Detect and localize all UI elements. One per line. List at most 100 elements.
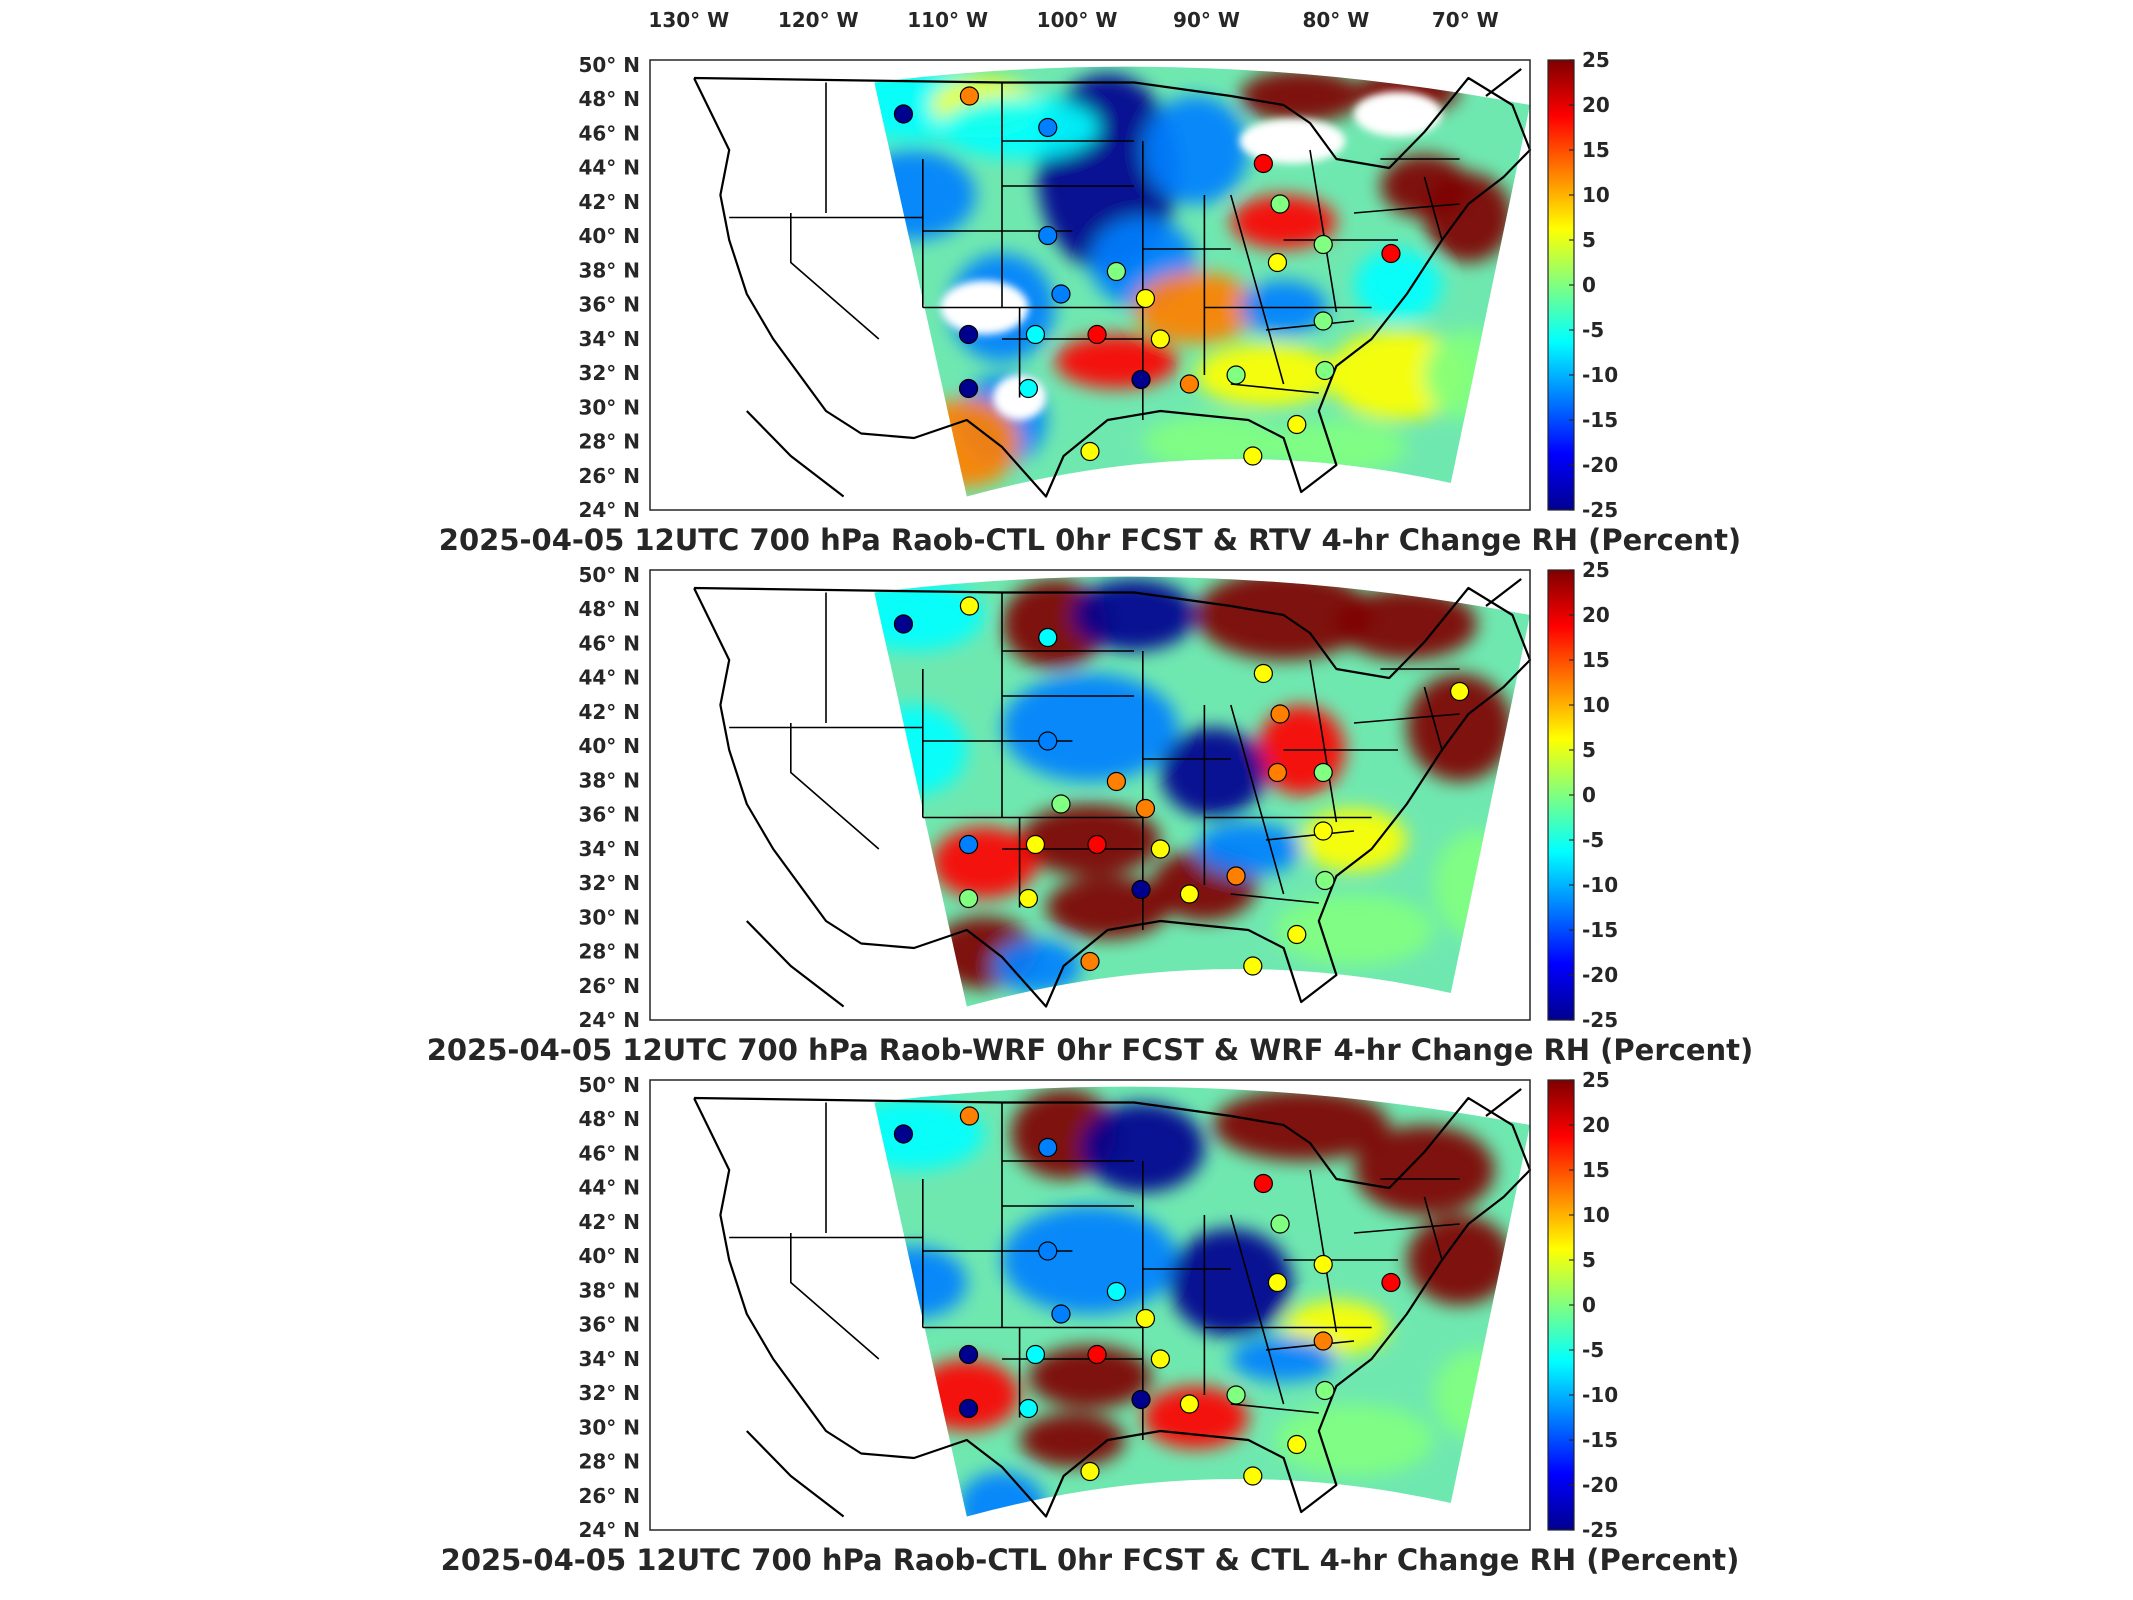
lat-tick-label: 40° N bbox=[578, 224, 640, 248]
field-patch bbox=[1239, 69, 1363, 123]
raob-station-marker bbox=[1381, 1272, 1401, 1293]
missing-data-patch bbox=[1239, 118, 1346, 164]
raob-station-marker bbox=[959, 596, 980, 616]
raob-station-marker bbox=[1253, 663, 1273, 684]
field-patch bbox=[1002, 673, 1178, 782]
lat-tick-label: 26° N bbox=[578, 974, 640, 998]
raob-station-marker bbox=[1243, 446, 1263, 466]
lat-tick-label: 48° N bbox=[578, 87, 640, 111]
latitude-axis: 50° N 48° N 46° N 44° N 42° N 40° N 38° N 36° N… bbox=[578, 53, 640, 522]
lat-tick-label: 42° N bbox=[578, 700, 640, 724]
field-patch bbox=[1266, 420, 1407, 474]
state-border bbox=[1230, 383, 1319, 394]
field-patch bbox=[1169, 1228, 1293, 1337]
raob-station-marker bbox=[1135, 1308, 1156, 1329]
colorbar-tick-label: -15 bbox=[1582, 408, 1618, 432]
map-frame bbox=[649, 59, 1531, 511]
lat-tick-label: 26° N bbox=[578, 1484, 640, 1508]
colorbar-tick-label: 15 bbox=[1582, 138, 1610, 162]
raob-station-marker bbox=[1315, 360, 1335, 381]
lat-tick-label: 30° N bbox=[578, 905, 640, 929]
raob-station-marker bbox=[1025, 1344, 1046, 1365]
lat-tick-label: 48° N bbox=[578, 1107, 640, 1131]
coastline bbox=[693, 1096, 1532, 1518]
raob-station-marker bbox=[1381, 243, 1401, 264]
raob-station-marker bbox=[958, 378, 979, 399]
raob-stations bbox=[893, 596, 1470, 976]
field-patch bbox=[1354, 249, 1442, 321]
colorbar-tick-label: 0 bbox=[1582, 783, 1596, 807]
raob-station-marker bbox=[1179, 374, 1200, 394]
raob-station-marker bbox=[1051, 794, 1071, 814]
raob-station-marker bbox=[1287, 924, 1307, 945]
lat-tick-label: 40° N bbox=[578, 734, 640, 758]
field-patch bbox=[1230, 195, 1337, 249]
field-patch bbox=[1336, 588, 1478, 660]
state-border bbox=[1423, 686, 1443, 751]
canada-coastline bbox=[1485, 68, 1522, 97]
field-patch bbox=[1424, 172, 1513, 263]
raob-station-marker bbox=[1131, 879, 1151, 900]
raob-station-marker bbox=[1243, 956, 1263, 976]
lat-tick-label: 28° N bbox=[578, 1450, 640, 1474]
raob-station-marker bbox=[1080, 1461, 1100, 1482]
coastline bbox=[693, 586, 1532, 1008]
lat-tick-label: 44° N bbox=[578, 1176, 640, 1200]
lat-tick-label: 42° N bbox=[578, 1210, 640, 1234]
colorbar-tick-label: -20 bbox=[1582, 1473, 1618, 1497]
raob-station-marker bbox=[1313, 311, 1333, 331]
raob-station-marker bbox=[1315, 870, 1335, 891]
lat-tick-label: 38° N bbox=[578, 768, 640, 792]
missing-data-patch bbox=[1354, 91, 1442, 137]
state-border bbox=[1265, 320, 1355, 331]
lat-tick-label: 48° N bbox=[578, 597, 640, 621]
colorbar-tick-label: -5 bbox=[1582, 318, 1604, 342]
colorbar-gradient bbox=[1547, 1079, 1575, 1531]
lat-tick-label: 32° N bbox=[578, 361, 640, 385]
state-border bbox=[1309, 1169, 1338, 1333]
raob-station-marker bbox=[958, 888, 979, 909]
lat-tick-label: 46° N bbox=[578, 1141, 640, 1165]
lat-tick-label: 34° N bbox=[578, 1347, 640, 1371]
colorbar-tick-label: -10 bbox=[1582, 1383, 1618, 1407]
colorbar-tick-label: -20 bbox=[1582, 453, 1618, 477]
baja-coastline bbox=[746, 1430, 845, 1518]
field-patch bbox=[1142, 96, 1249, 204]
lat-tick-label: 44° N bbox=[578, 666, 640, 690]
raob-station-marker bbox=[1226, 1385, 1246, 1405]
raob-station-marker bbox=[1018, 378, 1039, 399]
state-border bbox=[1230, 704, 1285, 895]
lat-tick-label: 36° N bbox=[578, 293, 640, 317]
raob-station-marker bbox=[959, 1106, 980, 1126]
lat-tick-label: 50° N bbox=[578, 53, 640, 77]
field-patch bbox=[1002, 1206, 1178, 1314]
colorbar-tick-label: 10 bbox=[1582, 1203, 1610, 1227]
lat-tick-label: 36° N bbox=[578, 803, 640, 827]
lat-tick-label: 38° N bbox=[578, 258, 640, 282]
colorbar-tick-label: -15 bbox=[1582, 1428, 1618, 1452]
map-frame bbox=[649, 1079, 1531, 1531]
lat-tick-label: 50° N bbox=[578, 563, 640, 587]
raob-station-marker bbox=[1038, 1241, 1058, 1261]
raob-station-marker bbox=[1135, 288, 1156, 309]
state-border bbox=[1265, 830, 1355, 841]
lat-tick-label: 44° N bbox=[578, 156, 640, 180]
raob-station-marker bbox=[1270, 704, 1290, 724]
raob-stations bbox=[893, 1106, 1401, 1486]
raob-station-marker bbox=[1315, 1380, 1335, 1401]
lat-tick-label: 24° N bbox=[578, 1008, 640, 1032]
map-boundaries bbox=[693, 578, 1532, 1008]
lat-tick-label: 24° N bbox=[578, 498, 640, 522]
raob-station-marker bbox=[1313, 234, 1333, 255]
lat-tick-label: 26° N bbox=[578, 464, 640, 488]
raob-station-marker bbox=[1080, 951, 1100, 972]
map-boundaries bbox=[693, 1088, 1532, 1518]
colorbar-tick-label: 5 bbox=[1582, 228, 1596, 252]
raob-station-marker bbox=[1226, 365, 1246, 385]
panel-title: 2025-04-05 12UTC 700 hPa Raob-WRF 0hr FC… bbox=[427, 1033, 1754, 1067]
raob-station-marker bbox=[1038, 627, 1058, 648]
raob-station-marker bbox=[1150, 329, 1171, 349]
raob-station-marker bbox=[1038, 225, 1058, 246]
lon-tick-label: 120° W bbox=[778, 8, 859, 32]
lat-tick-label: 46° N bbox=[578, 121, 640, 145]
